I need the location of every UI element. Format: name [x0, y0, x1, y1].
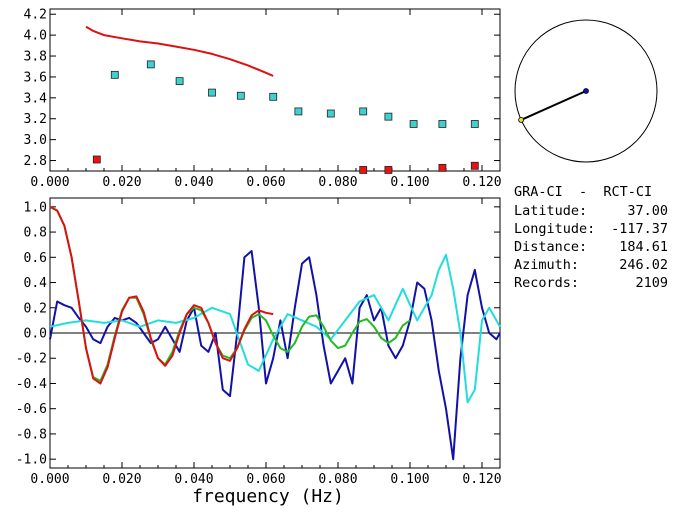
- coherence-chart: 0.000 0.020 0.040 0.060 0.080 0.100 0.120 1.0 0.…: [16, 197, 502, 487]
- azimuth-line: [520, 90, 587, 121]
- x-tick-label: 0.080: [318, 472, 357, 487]
- x-tick-label: 0.100: [390, 472, 429, 487]
- series-line-blue: [49, 250, 501, 461]
- y-tick-label: 3.0: [24, 133, 47, 148]
- x-tick-label: 0.020: [102, 472, 141, 487]
- data-point-marker: [438, 163, 447, 172]
- info-azimuth: Azimuth: 246.02: [514, 257, 668, 273]
- data-point-marker: [294, 107, 303, 116]
- x-tick-label: 0.120: [462, 472, 501, 487]
- y-tick-label: -0.8: [16, 427, 47, 442]
- data-point-marker: [175, 77, 184, 86]
- data-point-marker: [470, 120, 479, 128]
- y-tick-label: 0.2: [24, 301, 47, 316]
- x-tick-label: 0.020: [102, 175, 141, 190]
- x-tick-label: 0.000: [30, 472, 69, 487]
- data-point-marker: [236, 91, 245, 100]
- data-point-marker: [384, 112, 393, 121]
- data-point-marker: [409, 120, 418, 128]
- y-tick-label: 0.6: [24, 251, 47, 266]
- data-point-marker: [92, 155, 101, 164]
- y-tick-label: 3.8: [24, 50, 47, 65]
- series-line-red: [49, 205, 274, 385]
- x-tick-label: 0.080: [318, 175, 357, 190]
- info-latitude: Latitude: 37.00: [514, 203, 668, 219]
- x-tick-label: 0.060: [246, 472, 285, 487]
- azimuth-circle: [514, 19, 658, 163]
- x-tick-label: 0.060: [246, 175, 285, 190]
- x-tick-label: 0.120: [462, 175, 501, 190]
- data-point-marker: [438, 120, 447, 128]
- series-line-red: [85, 25, 274, 77]
- y-tick-label: 2.8: [24, 154, 47, 169]
- data-point-marker: [208, 88, 216, 97]
- info-distance: Distance: 184.61: [514, 239, 668, 255]
- data-point-marker: [269, 92, 278, 101]
- y-tick-label: 3.4: [24, 91, 48, 106]
- data-point-marker: [326, 109, 335, 118]
- x-tick-label: 0.040: [174, 472, 213, 487]
- y-tick-label: -0.2: [16, 352, 47, 367]
- x-tick-label: 0.040: [174, 175, 213, 190]
- y-tick-label: 0.4: [24, 276, 48, 291]
- x-tick-label: 0.000: [30, 175, 69, 190]
- data-point-marker: [110, 70, 119, 79]
- data-point-marker: [384, 166, 393, 174]
- y-tick-label: 4.0: [24, 29, 47, 44]
- y-tick-label: 4.2: [24, 8, 47, 23]
- y-tick-label: 0.8: [24, 226, 47, 241]
- data-point-marker: [359, 107, 368, 116]
- y-tick-label: 3.2: [24, 112, 47, 127]
- y-tick-label: 3.6: [24, 70, 47, 85]
- y-tick-label: -0.4: [16, 377, 47, 392]
- y-tick-label: 0.0: [24, 327, 47, 342]
- source-marker: [518, 117, 524, 123]
- x-tick-label: 0.100: [390, 175, 429, 190]
- x-axis-title: frequency (Hz): [192, 486, 344, 507]
- data-point-marker: [470, 161, 479, 170]
- dispersion-chart: 0.000 0.020 0.040 0.060 0.080 0.100 0.120 2.8 3.…: [24, 8, 502, 190]
- y-tick-label: 1.0: [24, 200, 47, 215]
- info-longitude: Longitude: -117.37: [514, 221, 668, 237]
- info-records: Records: 2109: [514, 275, 668, 291]
- station-marker: [583, 88, 589, 94]
- y-tick-label: -1.0: [16, 453, 47, 468]
- y-tick-label: -0.6: [16, 402, 47, 417]
- azimuth-map: [514, 19, 658, 163]
- data-point-marker: [146, 60, 155, 69]
- station-pair: GRA-CI - RCT-CI: [514, 184, 653, 200]
- data-point-marker: [359, 166, 368, 174]
- plot-frame: [49, 8, 501, 172]
